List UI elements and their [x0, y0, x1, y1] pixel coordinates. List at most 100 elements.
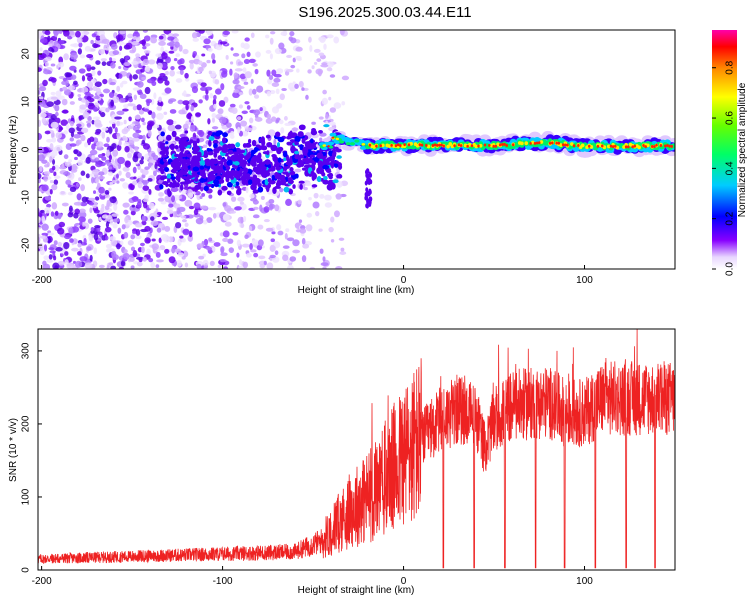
- spectrogram-noise-point: [268, 203, 276, 209]
- spectrogram-noise-point: [236, 239, 241, 247]
- spectrogram-noise-point: [141, 215, 146, 222]
- spectrogram-ridge-point: [396, 143, 400, 147]
- spectrogram-noise-point: [142, 45, 147, 50]
- spectrogram-ridge-point: [587, 144, 591, 148]
- spectrogram-cluster-point: [323, 175, 328, 181]
- spectrogram-cluster-point: [322, 164, 330, 170]
- spectrogram-noise-point: [221, 70, 228, 78]
- spectrogram-cluster-point: [289, 170, 296, 176]
- spectrogram-noise-point: [43, 175, 49, 182]
- spectrogram-noise-point: [90, 39, 94, 45]
- spectrogram-noise-point: [108, 126, 113, 134]
- spectrogram-ytick-label-1: -10: [21, 190, 32, 205]
- spectrogram-cluster-point: [213, 147, 220, 154]
- spectrogram-ridge-point: [498, 143, 502, 147]
- spectrogram-noise-point: [212, 59, 216, 64]
- spectrogram-noise-point: [294, 168, 302, 173]
- spectrogram-ridge-point: [589, 145, 594, 149]
- spectrogram-noise-point: [52, 158, 56, 165]
- spectrogram-cluster-point: [264, 159, 271, 165]
- spectrogram-noise-point: [68, 159, 73, 163]
- spectrogram-noise-point: [328, 121, 336, 126]
- spectrogram-noise-point: [54, 210, 59, 216]
- spectrogram-noise-point: [104, 194, 111, 199]
- spectrogram-noise-point: [265, 227, 274, 232]
- spectrogram-cluster-point: [179, 169, 185, 174]
- spectrogram-noise-point: [182, 123, 189, 130]
- spectrogram-noise-point: [58, 126, 64, 131]
- spectrogram-ytick-label-0: -20: [21, 237, 32, 252]
- spectrogram-ridge-point: [446, 144, 450, 149]
- spectrogram-noise-point: [94, 196, 100, 201]
- spectrogram-noise-point: [50, 91, 56, 96]
- spectrogram-noise-point: [275, 104, 282, 109]
- spectrogram-cluster-point: [169, 143, 175, 151]
- spectrogram-noise-point: [164, 80, 170, 86]
- spectrogram-noise-point: [164, 87, 172, 94]
- spectrogram-cluster-point: [336, 174, 341, 179]
- spectrogram-noise-point: [51, 202, 58, 210]
- spectrogram-noise-point: [188, 59, 195, 64]
- spectrogram-noise-point: [313, 48, 321, 53]
- spectrogram-noise-point: [284, 122, 292, 127]
- spectrogram-noise-point: [237, 61, 244, 66]
- spectrogram-noise-point: [282, 254, 289, 262]
- spectrogram-noise-point: [134, 222, 143, 228]
- spectrogram-noise-point: [38, 216, 41, 224]
- spectrogram-noise-point: [145, 65, 151, 73]
- spectrogram-noise-point: [69, 137, 75, 142]
- spectrogram-noise-point: [144, 166, 150, 170]
- spectrogram-noise-point: [95, 177, 100, 184]
- spectrogram-noise-point: [269, 254, 276, 259]
- spectrogram-noise-point: [148, 188, 152, 195]
- spectrogram-cluster-point: [301, 167, 307, 171]
- spectrogram-ridge-point: [390, 143, 393, 147]
- spectrogram-cluster-point: [250, 157, 256, 165]
- spectrogram-cluster-point: [272, 154, 276, 162]
- spectrogram-cluster-point: [159, 184, 164, 190]
- spectrogram-noise-point: [176, 207, 181, 215]
- spectrogram-ridge-point: [611, 145, 615, 149]
- spectrogram-noise-point: [340, 247, 345, 252]
- spectrogram-cluster-point: [247, 138, 252, 144]
- spectrogram-noise-point: [256, 85, 264, 93]
- spectrogram-streak-point: [368, 189, 372, 195]
- spectrogram-noise-point: [208, 237, 213, 242]
- spectrogram-noise-point: [55, 90, 62, 97]
- spectrogram-ridge-point: [440, 143, 443, 147]
- spectrogram-noise-point: [156, 227, 162, 233]
- spectrogram-ridge-point: [633, 144, 637, 148]
- spectrogram-noise-point: [147, 59, 156, 65]
- spectrogram-noise-point: [38, 242, 44, 250]
- spectrogram-noise-point: [257, 173, 262, 178]
- spectrogram-noise-point: [263, 218, 270, 223]
- spectrogram-noise-point: [39, 166, 43, 172]
- spectrogram-noise-point: [248, 225, 253, 232]
- spectrogram-noise-point: [106, 149, 110, 157]
- spectrogram-noise-point: [339, 251, 347, 255]
- spectrogram-noise-point: [89, 207, 93, 214]
- spectrogram-noise-point: [139, 242, 145, 247]
- spectrogram-cluster-point: [213, 152, 218, 158]
- spectrogram-noise-point: [82, 111, 90, 119]
- spectrogram-ridge-point: [349, 142, 356, 146]
- spectrogram-cluster-point: [227, 172, 232, 179]
- spectrogram-noise-point: [254, 68, 259, 75]
- spectrogram-noise-point: [335, 265, 343, 269]
- spectrogram-noise-point: [240, 120, 248, 127]
- spectrogram-ridge-point: [529, 141, 532, 145]
- spectrogram-streak-point: [365, 203, 369, 209]
- spectrogram-ridge-point: [637, 145, 641, 150]
- spectrogram-noise-point: [206, 59, 211, 64]
- spectrogram-noise-point: [143, 50, 151, 54]
- spectrogram-cluster-point: [197, 181, 202, 187]
- spectrogram-cluster-point: [202, 174, 207, 180]
- spectrogram-noise-point: [127, 124, 134, 130]
- spectrogram-cluster-point: [265, 134, 271, 139]
- spectrogram-noise-point: [319, 193, 325, 199]
- spectrogram-xtick-label-0: -200: [32, 275, 52, 286]
- spectrogram-noise-point: [91, 33, 97, 38]
- spectrogram-noise-point: [294, 55, 302, 61]
- spectrogram-cluster-point: [160, 131, 165, 137]
- spectrogram-ridge-point: [615, 145, 620, 150]
